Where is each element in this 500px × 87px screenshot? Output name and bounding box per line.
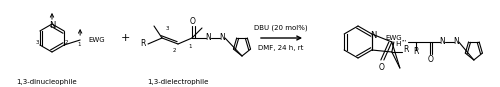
- Text: ''': ''': [402, 39, 407, 44]
- Text: N: N: [439, 37, 444, 46]
- Text: 1,3-dinucleophile: 1,3-dinucleophile: [16, 79, 78, 85]
- Text: N: N: [370, 31, 376, 39]
- Text: N: N: [453, 37, 458, 46]
- Text: N: N: [219, 33, 225, 43]
- Text: O: O: [428, 56, 434, 64]
- Text: EWG: EWG: [386, 35, 402, 41]
- Text: 2: 2: [172, 48, 176, 54]
- Text: 1: 1: [78, 43, 81, 48]
- Text: EWG: EWG: [89, 37, 106, 43]
- Text: +: +: [120, 33, 130, 43]
- Text: N: N: [205, 33, 211, 43]
- Text: 1: 1: [188, 44, 192, 48]
- Text: O: O: [379, 62, 385, 72]
- Text: R: R: [140, 39, 145, 48]
- Text: DBU (20 mol%): DBU (20 mol%): [254, 25, 308, 31]
- Text: R: R: [413, 48, 418, 56]
- Text: 3: 3: [35, 41, 38, 46]
- Text: 3: 3: [165, 25, 169, 31]
- Text: N: N: [49, 21, 55, 29]
- Text: H: H: [395, 41, 400, 47]
- Text: R: R: [403, 46, 408, 54]
- Text: O: O: [190, 17, 196, 25]
- Text: DMF, 24 h, rt: DMF, 24 h, rt: [258, 45, 304, 51]
- Text: 1,3-dielectrophile: 1,3-dielectrophile: [148, 79, 208, 85]
- Text: 2: 2: [64, 41, 68, 46]
